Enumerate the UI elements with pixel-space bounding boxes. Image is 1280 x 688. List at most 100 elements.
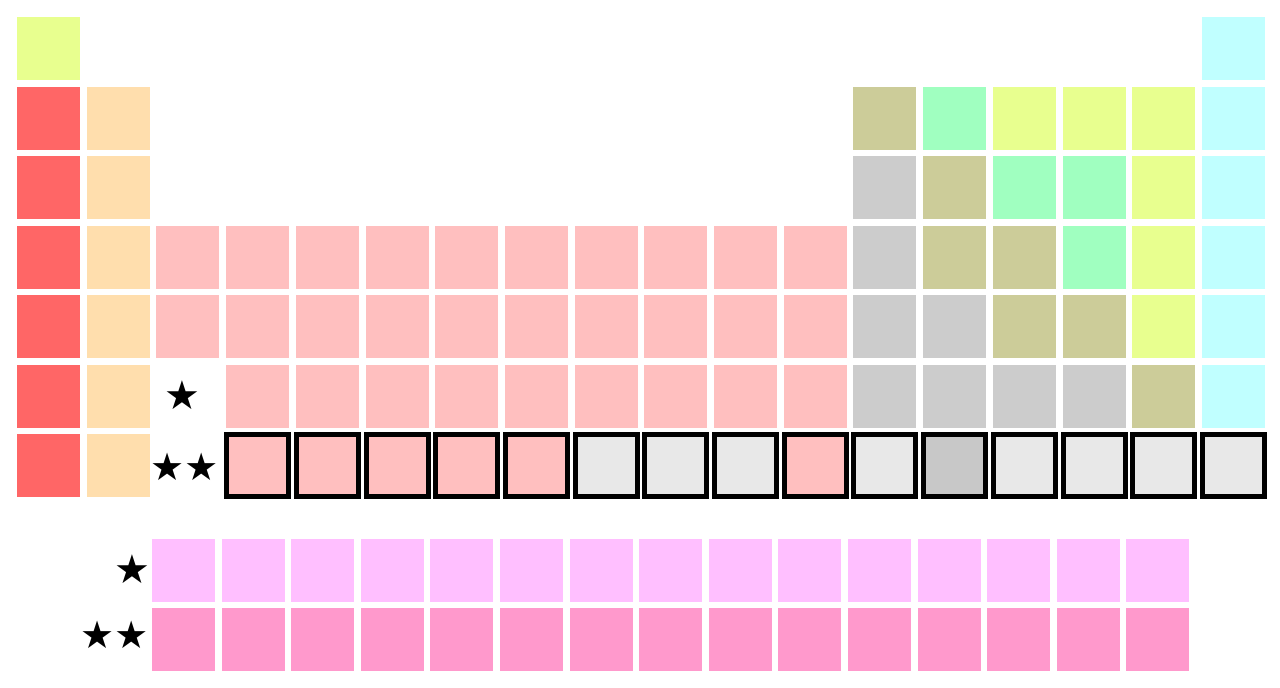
actinide-cell-15 [1126, 608, 1190, 671]
element-cell-p6-g17-metalloid [1132, 364, 1196, 428]
element-cell-p5-g4-transition [226, 295, 290, 358]
element-cell-p4-g16-other-nonmetal [1062, 225, 1126, 289]
element-cell-p7-g18-unknown [1199, 432, 1267, 499]
element-cell-p6-g7-transition [435, 364, 499, 428]
element-cell-p7-g11-unknown [712, 432, 779, 499]
lanthanide-cell-10 [778, 539, 842, 602]
element-cell-p3-g16-other-nonmetal [1062, 156, 1126, 219]
element-cell-p5-g18-noble-gas [1201, 295, 1265, 358]
element-cell-p6-g15-post-transition [992, 364, 1056, 428]
actinide-placeholder-marker: ★★ [150, 445, 219, 489]
element-cell-p5-g13-post-transition [853, 295, 917, 358]
element-cell-p4-g2-alkaline-earth [86, 225, 150, 289]
element-cell-p4-g7-transition [435, 225, 499, 289]
element-cell-p2-g17-halogen [1132, 86, 1196, 150]
element-cell-p5-g9-transition [574, 295, 638, 358]
element-cell-p2-g15-halogen [992, 86, 1056, 150]
element-cell-p6-g16-post-transition [1062, 364, 1126, 428]
element-cell-p6-g5-transition [295, 364, 359, 428]
element-cell-p5-g7-transition [435, 295, 499, 358]
element-cell-p5-g17-halogen [1132, 295, 1196, 358]
element-cell-p7-g1-alkali [17, 434, 80, 497]
actinide-cell-8 [639, 608, 703, 671]
actinide-cell-14 [1056, 608, 1120, 671]
element-cell-p7-g13-unknown [851, 432, 919, 499]
element-cell-p5-g8-transition [504, 295, 568, 358]
lanthanide-cell-15 [1126, 539, 1190, 602]
element-cell-p6-g18-noble-gas [1201, 364, 1265, 428]
element-cell-p4-g17-halogen [1132, 225, 1196, 289]
lanthanide-cell-6 [500, 539, 563, 602]
element-cell-p3-g1-alkali [17, 156, 80, 219]
element-cell-p6-g2-alkaline-earth [86, 364, 150, 428]
element-cell-p4-g11-transition [714, 225, 777, 289]
element-cell-p5-g6-transition [365, 295, 429, 358]
actinide-cell-4 [360, 608, 424, 671]
element-cell-p7-g17-unknown [1130, 432, 1198, 499]
element-cell-p5-g14-post-transition [923, 295, 987, 358]
element-cell-p6-g1-alkali [17, 364, 80, 428]
actinide-cell-9 [708, 608, 772, 671]
element-cell-p4-g1-alkali [17, 225, 80, 289]
element-cell-p7-g6-transition [363, 432, 431, 499]
element-cell-p7-g16-unknown [1060, 432, 1128, 499]
element-cell-p6-g4-transition [226, 364, 290, 428]
element-cell-p2-g13-metalloid [853, 86, 917, 150]
element-cell-p5-g12-transition [783, 295, 847, 358]
element-cell-p2-g18-noble-gas [1201, 86, 1265, 150]
element-cell-p7-g5-transition [293, 432, 361, 499]
element-cell-p7-g2-alkaline-earth [86, 434, 150, 497]
element-cell-p7-g15-unknown [990, 432, 1058, 499]
actinide-cell-6 [500, 608, 563, 671]
element-cell-p4-g6-transition [365, 225, 429, 289]
element-cell-p7-g9-unknown [572, 432, 640, 499]
element-cell-p2-g16-halogen [1062, 86, 1126, 150]
element-cell-p4-g9-transition [574, 225, 638, 289]
element-cell-p5-g10-transition [644, 295, 708, 358]
lanthanide-cell-13 [987, 539, 1051, 602]
element-cell-p2-g14-other-nonmetal [923, 86, 987, 150]
element-cell-p5-g15-metalloid [992, 295, 1056, 358]
element-cell-p4-g14-metalloid [923, 225, 987, 289]
element-cell-p3-g18-noble-gas [1201, 156, 1265, 219]
actinide-cell-2 [221, 608, 285, 671]
element-cell-p4-g13-post-transition [853, 225, 917, 289]
element-cell-p2-g1-alkali [17, 86, 80, 150]
lanthanide-cell-4 [360, 539, 424, 602]
element-cell-p7-g12-transition [781, 432, 849, 499]
element-cell-p5-g1-alkali [17, 295, 80, 358]
actinide-cell-11 [848, 608, 911, 671]
element-cell-p7-g8-transition [502, 432, 570, 499]
lanthanide-cell-12 [917, 539, 981, 602]
element-cell-p5-g3-transition [156, 295, 220, 358]
lanthanide-row-label: ★ [114, 547, 150, 593]
element-cell-p7-g14-unknown-mid [921, 432, 989, 499]
actinide-cell-3 [291, 608, 355, 671]
actinide-row-label: ★★ [80, 613, 149, 657]
lanthanide-cell-9 [708, 539, 772, 602]
element-cell-p6-g12-transition [783, 364, 847, 428]
actinide-cell-10 [778, 608, 842, 671]
element-cell-p3-g17-halogen [1132, 156, 1196, 219]
element-cell-p6-g14-post-transition [923, 364, 987, 428]
element-cell-p2-g2-alkaline-earth [86, 86, 150, 150]
element-cell-p3-g15-other-nonmetal [992, 156, 1056, 219]
actinide-cell-13 [987, 608, 1051, 671]
element-cell-p4-g12-transition [783, 225, 847, 289]
lanthanide-cell-2 [221, 539, 285, 602]
lanthanide-cell-8 [639, 539, 703, 602]
element-cell-p4-g10-transition [644, 225, 708, 289]
element-cell-p4-g5-transition [295, 225, 359, 289]
lanthanide-cell-11 [848, 539, 911, 602]
element-cell-p4-g3-transition [156, 225, 220, 289]
element-cell-p6-g9-transition [574, 364, 638, 428]
lanthanide-cell-3 [291, 539, 355, 602]
element-cell-p7-g4-transition [224, 432, 292, 499]
element-cell-p4-g15-metalloid [992, 225, 1056, 289]
element-cell-p6-g11-transition [714, 364, 777, 428]
actinide-cell-5 [430, 608, 494, 671]
element-cell-p5-g2-alkaline-earth [86, 295, 150, 358]
element-cell-p1-g18-noble-gas [1201, 17, 1265, 80]
element-cell-p5-g11-transition [714, 295, 777, 358]
